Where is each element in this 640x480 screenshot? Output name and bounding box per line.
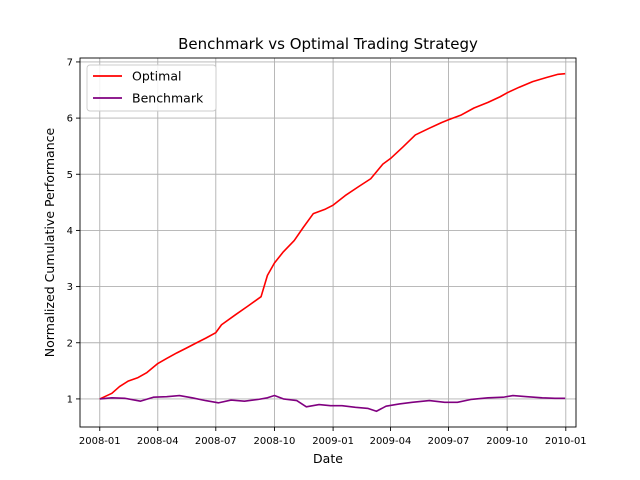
x-tick-label: 2008-04 <box>137 436 179 447</box>
y-tick-label: 7 <box>67 57 73 68</box>
series-line-optimal <box>99 72 566 400</box>
x-tick-label: 2009-07 <box>428 436 470 447</box>
chart-title: Benchmark vs Optimal Trading Strategy <box>178 35 478 53</box>
y-tick-label: 2 <box>67 338 73 349</box>
y-tick-label: 4 <box>67 226 73 237</box>
axis-ticks: 2008-01 2008-04 2008-07 2008-10 2009-01 2009-… <box>67 57 587 447</box>
y-axis-label: Normalized Cumulative Performance <box>42 127 57 357</box>
x-tick-label: 2009-01 <box>312 436 354 447</box>
x-axis-label: Date <box>313 451 343 466</box>
y-tick-label: 1 <box>67 394 73 405</box>
plot-frame <box>79 57 577 428</box>
x-tick-label: 2008-10 <box>254 436 296 447</box>
x-tick-label: 2009-10 <box>486 436 528 447</box>
y-tick-label: 5 <box>67 170 73 181</box>
gridlines <box>80 58 576 427</box>
series-line-benchmark <box>99 394 566 413</box>
series-lines <box>99 72 566 413</box>
legend-label-benchmark: Benchmark <box>132 91 204 106</box>
x-tick-label: 2008-01 <box>79 436 121 447</box>
y-tick-label: 3 <box>67 282 73 293</box>
plot-area <box>80 58 576 427</box>
x-tick-label: 2009-04 <box>370 436 412 447</box>
legend: Optimal Benchmark <box>86 64 217 112</box>
y-tick-label: 6 <box>67 114 73 125</box>
x-tick-label: 2010-01 <box>545 436 587 447</box>
legend-label-optimal: Optimal <box>132 69 181 84</box>
x-tick-label: 2008-07 <box>195 436 237 447</box>
